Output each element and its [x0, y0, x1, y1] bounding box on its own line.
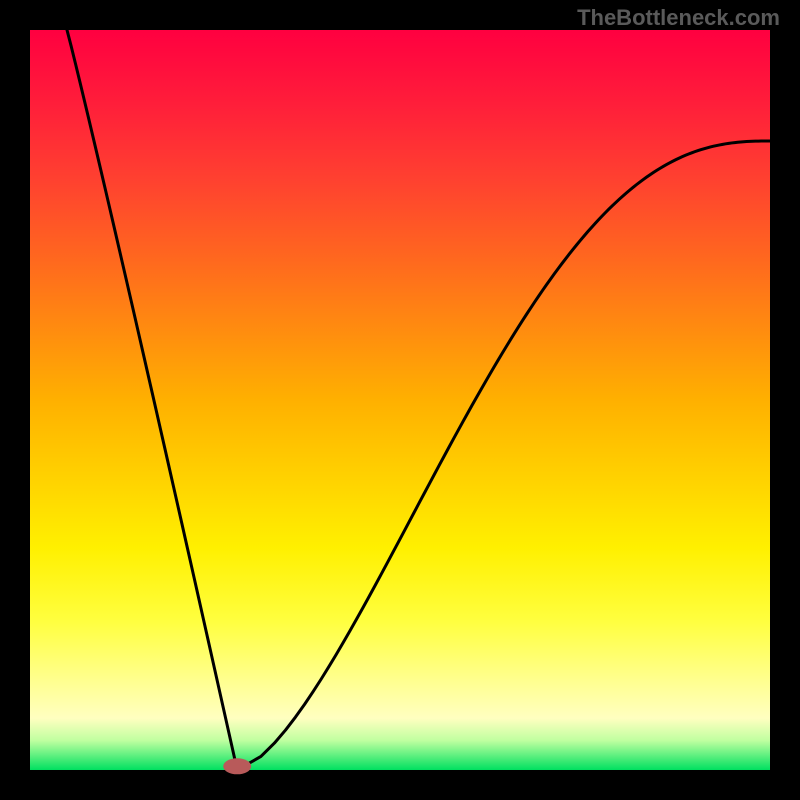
chart-container: TheBottleneck.com	[0, 0, 800, 800]
optimal-point-marker	[223, 758, 251, 774]
watermark-text: TheBottleneck.com	[577, 5, 780, 31]
bottleneck-chart	[0, 0, 800, 800]
